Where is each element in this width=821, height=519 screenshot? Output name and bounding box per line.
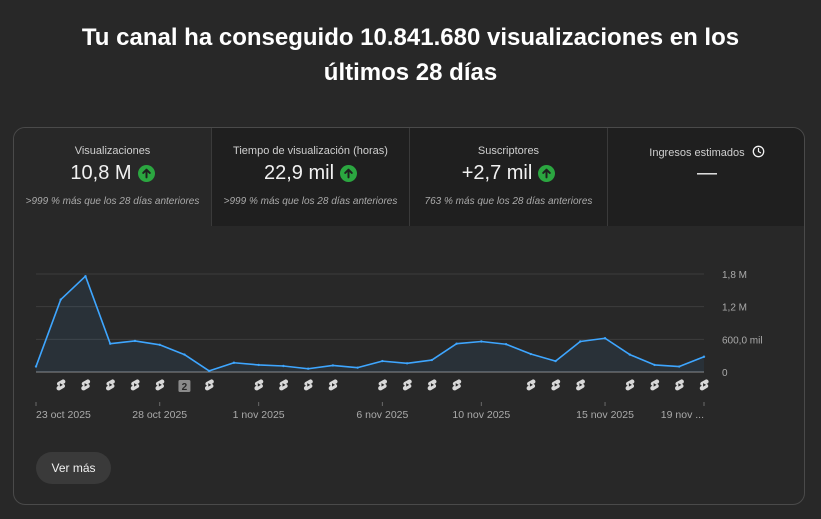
- shorts-icon: [526, 379, 536, 391]
- data-point: [133, 339, 137, 343]
- data-point: [183, 353, 186, 356]
- tab-label: Ingresos estimados: [649, 146, 745, 159]
- series-line: [35, 275, 705, 372]
- tab-suscriptores[interactable]: Suscriptores +2,7 mil 763 % más que los …: [410, 128, 608, 226]
- headline-line-2: últimos 28 días: [323, 59, 498, 86]
- shorts-icon: [328, 379, 338, 391]
- video-count-label: 2: [182, 382, 188, 393]
- shorts-icon: [402, 379, 412, 391]
- arrow-up-icon: [538, 165, 556, 182]
- arrow-up-icon: [340, 165, 358, 182]
- data-point: [504, 343, 508, 346]
- data-point: [529, 352, 533, 356]
- data-point: [59, 298, 62, 301]
- data-point: [678, 365, 681, 368]
- shorts-icon: [56, 379, 66, 391]
- tab-value: +2,7 mil: [461, 162, 533, 184]
- data-point: [158, 343, 161, 346]
- data-point: [579, 340, 582, 343]
- data-point: [603, 337, 607, 340]
- shorts-icon: [551, 379, 561, 391]
- data-point: [554, 359, 557, 363]
- tab-ingresos-estimados[interactable]: Ingresos estimados —: [608, 128, 804, 226]
- shorts-icon: [130, 379, 140, 391]
- shorts-icon: [105, 379, 115, 391]
- tab-comparison: 763 % más que los 28 días anteriores: [424, 196, 593, 207]
- tab-value-row: +2,7 mil: [410, 162, 607, 185]
- x-tick-label: 19 nov ...: [661, 409, 704, 421]
- tab-comparison: >999 % más que los 28 días anteriores: [223, 196, 398, 207]
- shorts-icon: [576, 379, 585, 391]
- shorts-icon: [254, 379, 264, 391]
- data-point: [257, 363, 260, 367]
- video-count-badge: [178, 380, 191, 392]
- shorts-icon: [378, 379, 388, 391]
- tab-label-row: Ingresos estimados: [608, 145, 804, 161]
- clock-icon: [752, 145, 765, 161]
- x-tick-label: 6 nov 2025: [356, 409, 408, 421]
- tab-value-row: —: [608, 162, 804, 185]
- shorts-icon: [279, 379, 289, 391]
- tab-label: Visualizaciones: [74, 145, 151, 157]
- shorts-icon: [650, 379, 660, 391]
- tab-value: 22,9 mil: [263, 162, 335, 184]
- y-tick-label: 1,2 M: [722, 303, 747, 314]
- shorts-icon: [155, 379, 165, 391]
- y-tick-label: 0: [722, 368, 728, 379]
- y-tick-label: 600,0 mil: [722, 335, 763, 346]
- tab-label: Suscriptores: [477, 145, 540, 157]
- data-point: [405, 362, 409, 365]
- shorts-icon: [427, 379, 437, 391]
- metric-tabs: Visualizaciones 10,8 M >999 % más que lo…: [14, 128, 804, 226]
- data-point: [84, 274, 87, 278]
- headline: Tu canal ha conseguido 10.841.680 visual…: [0, 20, 821, 90]
- shorts-icon: [452, 379, 462, 391]
- shorts-icon: [204, 379, 214, 391]
- shorts-icon: [625, 379, 635, 391]
- data-point: [430, 358, 434, 362]
- see-more-button[interactable]: Ver más: [36, 452, 111, 484]
- tab-value: 10,8 M: [70, 162, 132, 184]
- views-chart-svg: 1,8 M 1,2 M 600,0 mil 0 2 23 oct 2025 28 oct 2…: [34, 270, 763, 421]
- shorts-icon: [675, 379, 684, 391]
- analytics-card: Visualizaciones 10,8 M >999 % más que lo…: [13, 127, 805, 505]
- data-point: [232, 361, 236, 364]
- x-tick-label: 23 oct 2025: [36, 409, 91, 421]
- data-point: [207, 369, 211, 373]
- x-tick-label: 1 nov 2025: [233, 409, 285, 421]
- data-point: [702, 355, 706, 358]
- tab-label: Tiempo de visualización (horas): [233, 145, 388, 157]
- x-tick-label: 10 nov 2025: [452, 409, 510, 421]
- headline-line-1: Tu canal ha conseguido 10.841.680 visual…: [81, 24, 740, 51]
- x-tick-label: 28 oct 2025: [132, 409, 187, 421]
- tab-tiempo-visualizacion[interactable]: Tiempo de visualización (horas) 22,9 mil…: [212, 128, 410, 226]
- tab-comparison: >999 % más que los 28 días anteriores: [25, 196, 200, 207]
- data-point: [306, 367, 310, 370]
- data-point: [282, 364, 285, 368]
- data-point: [331, 364, 335, 367]
- views-chart: 1,8 M 1,2 M 600,0 mil 0 2 23 oct 2025 28 oct 2…: [14, 226, 804, 446]
- tab-value: —: [697, 162, 717, 184]
- shorts-icon: [699, 379, 709, 391]
- series-area: [36, 276, 704, 372]
- data-point: [455, 342, 458, 345]
- data-point: [356, 366, 359, 369]
- tab-visualizaciones[interactable]: Visualizaciones 10,8 M >999 % más que lo…: [14, 128, 212, 226]
- arrow-up-icon: [137, 165, 155, 182]
- data-point: [653, 363, 656, 367]
- tab-value-row: 10,8 M: [14, 162, 211, 185]
- data-point: [34, 365, 38, 368]
- shorts-icon: [81, 379, 91, 391]
- data-point: [381, 359, 384, 363]
- y-tick-label: 1,8 M: [722, 270, 747, 281]
- tab-value-row: 22,9 mil: [212, 162, 409, 185]
- data-point: [109, 342, 112, 345]
- shorts-icon: [303, 379, 313, 391]
- data-point: [628, 353, 631, 356]
- x-tick-label: 15 nov 2025: [576, 409, 634, 421]
- data-point: [480, 340, 483, 343]
